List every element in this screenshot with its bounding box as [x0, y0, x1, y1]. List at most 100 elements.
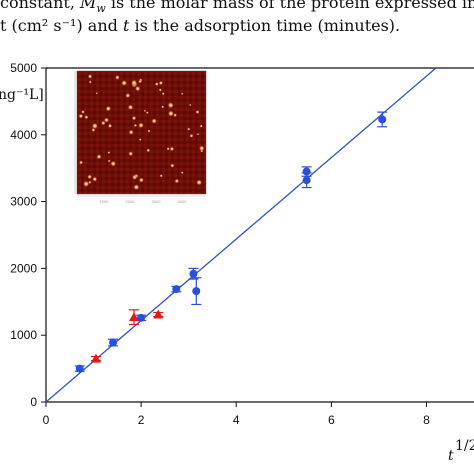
- inset-spot: [138, 138, 142, 142]
- circle-marker: [302, 167, 311, 176]
- inset-spot: [143, 109, 147, 113]
- y-axis-label: ng⁻¹L]: [0, 87, 44, 103]
- inset-spot: [128, 151, 134, 157]
- inset-spot: [161, 105, 165, 109]
- circle-marker: [192, 287, 201, 296]
- x-axis-label-exponent: 1/2: [455, 438, 474, 454]
- blue-data-point: [377, 111, 388, 128]
- inset-spot: [131, 174, 138, 181]
- inset-tick-label: 4000: [178, 199, 188, 204]
- inset-spot: [188, 103, 192, 107]
- inset-spot: [131, 115, 137, 121]
- blue-data-point: [301, 172, 312, 189]
- inset-tick-label: 1000: [100, 199, 110, 204]
- inset-spot: [138, 79, 143, 84]
- inset-spot: [158, 88, 162, 92]
- inset-afm-image: 1000 2000 3000 4000: [74, 70, 207, 204]
- y-tick-label: 0: [30, 395, 37, 409]
- inset-spot: [127, 104, 134, 111]
- y-tick-label: 3000: [10, 195, 37, 209]
- inset-spot: [161, 92, 165, 96]
- data-points: [74, 111, 388, 373]
- inset-spot: [196, 132, 200, 136]
- inset-spot: [170, 163, 175, 168]
- inset-spot: [187, 127, 191, 131]
- inset-spot: [133, 183, 140, 191]
- inset-spot: [107, 159, 111, 163]
- inset-spot: [151, 118, 158, 124]
- inset-spot: [130, 79, 138, 87]
- inset-tick-label: 2000: [126, 199, 136, 204]
- inset-spot: [87, 174, 93, 180]
- inset-spot: [92, 176, 98, 182]
- circle-marker: [172, 285, 181, 294]
- red-data-point: [153, 309, 164, 319]
- inset-spot: [195, 109, 200, 115]
- inset-tick-labels: 1000 2000 3000 4000: [100, 199, 188, 204]
- inset-spot: [167, 101, 174, 109]
- inset-spot: [78, 160, 84, 165]
- inset-spot: [145, 111, 149, 115]
- x-axis-label: t: [448, 448, 454, 464]
- inset-spot: [167, 110, 175, 117]
- inset-spot: [125, 92, 131, 99]
- inset-spot: [146, 148, 151, 153]
- red-data-point: [90, 353, 101, 363]
- triangle-marker: [128, 312, 139, 322]
- inset-spots: [78, 74, 205, 191]
- inset-spot: [110, 160, 117, 167]
- inset-frame: [76, 70, 207, 195]
- blue-data-point: [108, 338, 119, 347]
- inset-spot: [159, 174, 163, 178]
- inset-spot: [107, 151, 111, 155]
- inset-tick-label: 3000: [152, 199, 162, 204]
- inset-spot: [103, 117, 110, 123]
- y-tick-label: 1000: [10, 328, 37, 342]
- inset-spot: [87, 74, 93, 79]
- circle-marker: [75, 364, 84, 373]
- inset-spot: [128, 129, 134, 135]
- inset-spot: [78, 113, 84, 119]
- inset-spot: [180, 92, 184, 96]
- inset-spot: [134, 85, 141, 92]
- inset-spot: [95, 92, 99, 95]
- inset-spot: [154, 82, 159, 87]
- red-data-point: [128, 309, 139, 326]
- inset-spot: [133, 123, 138, 128]
- x-tick-label: 4: [233, 413, 240, 427]
- inset-spot: [137, 122, 145, 129]
- circle-marker: [378, 115, 387, 124]
- inset-spot: [173, 113, 178, 118]
- inset-spot: [107, 123, 113, 129]
- x-tick-label: 8: [423, 413, 430, 427]
- inset-spot: [198, 145, 205, 152]
- inset-spot: [158, 80, 164, 86]
- y-tick-label: 2000: [10, 261, 37, 275]
- inset-spot: [180, 171, 184, 175]
- inset-spot: [88, 180, 92, 185]
- inset-spot: [147, 129, 151, 133]
- inset-spot: [96, 153, 102, 160]
- caption-line-1: constant, Mw is the molar mass of the pr…: [0, 0, 474, 16]
- inset-spot: [138, 177, 145, 183]
- blue-data-point: [74, 364, 85, 373]
- inset-spot: [189, 133, 194, 138]
- circle-marker: [137, 313, 146, 322]
- inset-spot: [84, 114, 89, 120]
- triangle-marker: [90, 353, 101, 363]
- blue-data-point: [191, 277, 202, 306]
- inset-spot: [105, 105, 112, 112]
- triangle-marker: [153, 309, 164, 319]
- inset-spot: [200, 149, 204, 153]
- ticks: 0 2 4 6 8 0 1000 2000 3000 4000 5000: [10, 61, 430, 427]
- circle-marker: [302, 176, 311, 185]
- x-tick-label: 0: [43, 413, 50, 427]
- y-tick-label: 4000: [10, 128, 37, 142]
- x-tick-label: 6: [328, 413, 335, 427]
- inset-spot: [91, 127, 96, 133]
- inset-spot: [166, 146, 170, 151]
- inset-spot: [174, 178, 180, 184]
- inset-spot: [88, 80, 92, 84]
- inset-spot: [199, 124, 203, 128]
